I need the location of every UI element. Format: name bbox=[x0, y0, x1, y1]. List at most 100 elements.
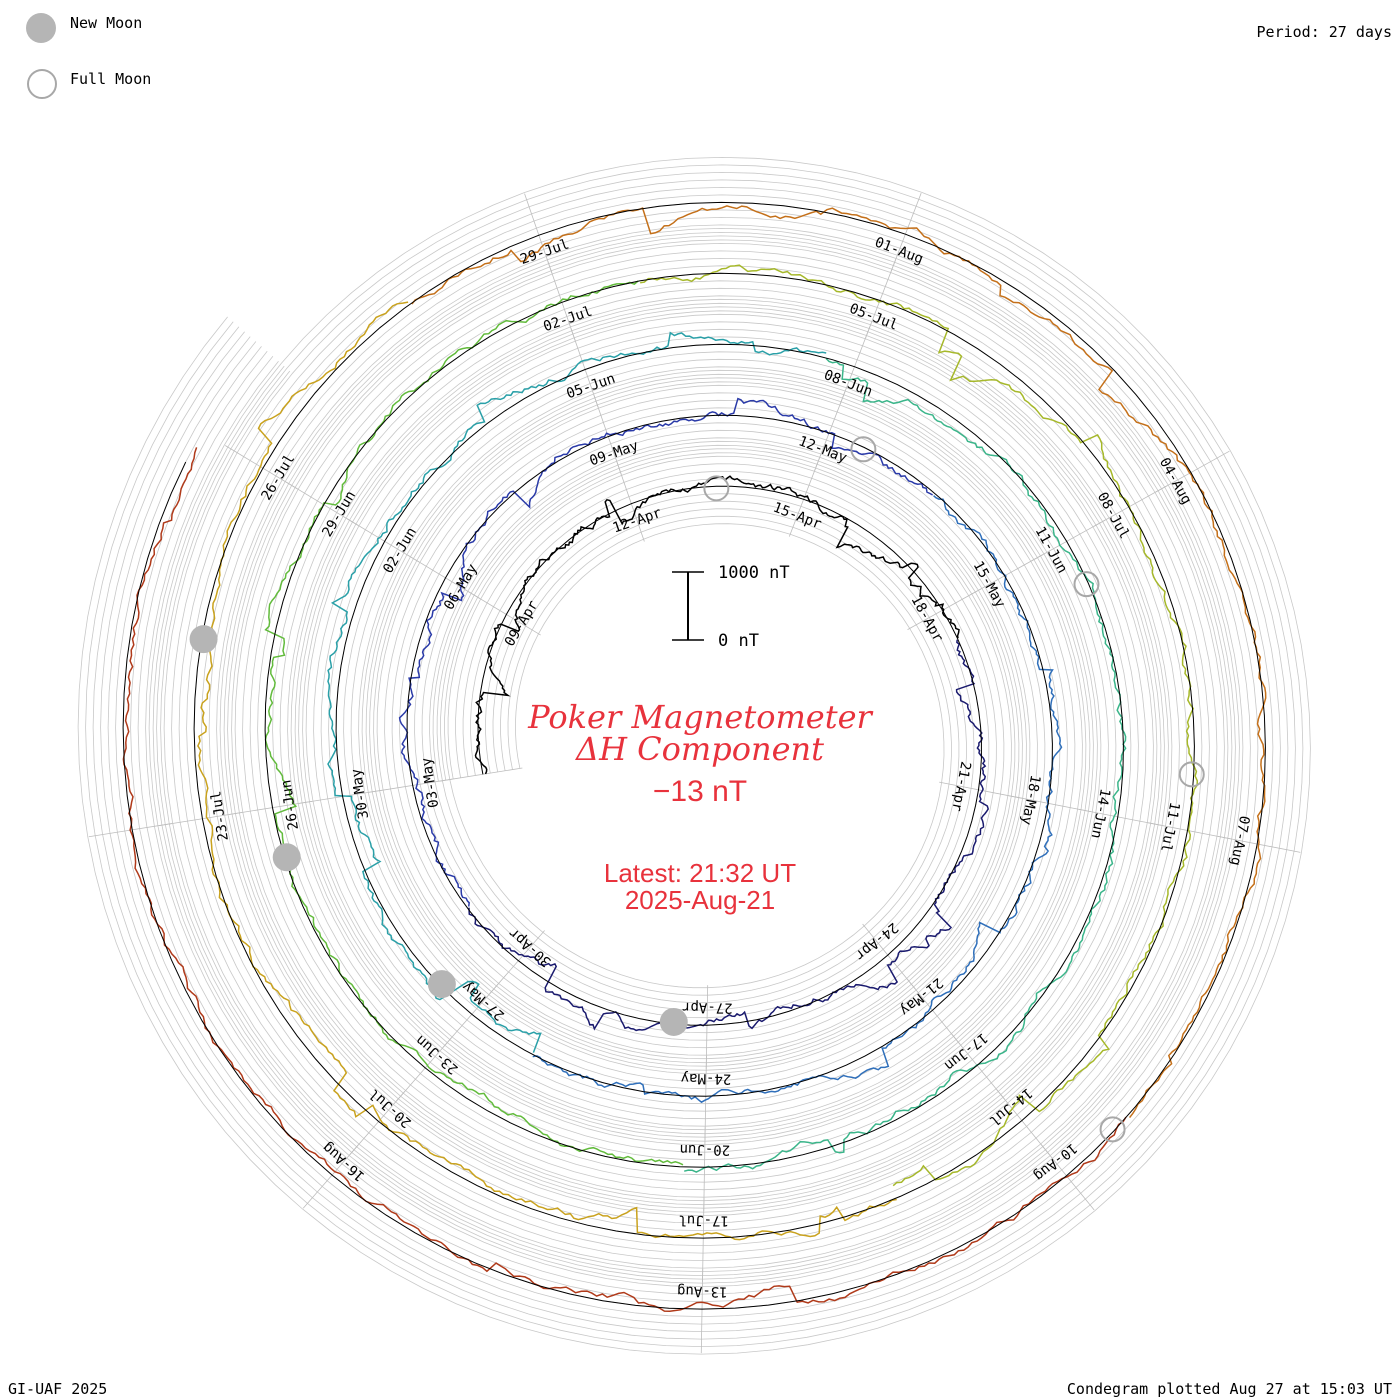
date-label: 15-Apr bbox=[771, 500, 824, 533]
grid-ring bbox=[107, 186, 1281, 1325]
full-moon-legend-label: Full Moon bbox=[70, 70, 152, 88]
new-moon-legend-icon bbox=[26, 13, 56, 43]
spoke bbox=[1008, 795, 1092, 813]
full-moon-marker bbox=[1099, 1116, 1126, 1143]
date-label: 30-May bbox=[348, 767, 372, 819]
chart-title: Poker Magnetometer bbox=[528, 698, 872, 736]
spoke bbox=[865, 259, 897, 338]
trace-segment bbox=[122, 447, 1127, 1312]
spoke bbox=[593, 394, 622, 475]
date-label: 23-Jul bbox=[208, 790, 232, 842]
grid-ring bbox=[92, 171, 1296, 1340]
spoke bbox=[890, 192, 922, 272]
spoke bbox=[489, 930, 545, 995]
trace-segment bbox=[411, 205, 1267, 1119]
date-label: 24-Apr bbox=[852, 919, 901, 963]
spoke bbox=[1041, 1144, 1095, 1211]
spoke bbox=[705, 985, 709, 1070]
spoke bbox=[346, 518, 420, 563]
trace-segment bbox=[532, 495, 1063, 1104]
date-label: 27-Apr bbox=[682, 999, 733, 1016]
current-value: −13 nT bbox=[652, 775, 748, 808]
date-label: 08-Jul bbox=[1094, 490, 1133, 542]
spoke bbox=[396, 1037, 452, 1102]
date-label: 04-Aug bbox=[1156, 455, 1195, 507]
new-moon-marker bbox=[189, 625, 218, 654]
spoke bbox=[1093, 485, 1168, 527]
trace-segment bbox=[264, 280, 684, 1166]
data-traces bbox=[122, 205, 1267, 1312]
spoke bbox=[468, 591, 541, 636]
spoke bbox=[285, 481, 359, 526]
spoke bbox=[939, 781, 1022, 799]
grid-ring bbox=[130, 209, 1259, 1303]
date-label: 13-Aug bbox=[677, 1283, 728, 1300]
baseline-spiral bbox=[122, 201, 1266, 1310]
latest-date: 2025-Aug-21 bbox=[624, 885, 776, 915]
spoke bbox=[996, 1089, 1050, 1156]
spoke bbox=[616, 461, 645, 542]
spoke bbox=[1078, 808, 1162, 826]
spoke bbox=[839, 325, 871, 405]
spoke bbox=[969, 554, 1044, 596]
trace-segment bbox=[468, 639, 990, 1032]
trace-segment bbox=[640, 264, 1199, 1187]
date-label: 14-Jun bbox=[1088, 787, 1113, 840]
spoke bbox=[906, 978, 961, 1045]
spoke bbox=[228, 800, 313, 815]
date-label: 08-Jun bbox=[822, 367, 875, 400]
grid-ring bbox=[85, 164, 1304, 1348]
grid-ring bbox=[137, 216, 1251, 1295]
scale-top-label: 1000 nT bbox=[718, 563, 790, 583]
spoke bbox=[439, 767, 523, 782]
grid-ring bbox=[100, 179, 1289, 1333]
moon-markers bbox=[189, 436, 1205, 1143]
grid-ring bbox=[160, 239, 1229, 1273]
grid-ring bbox=[77, 156, 1311, 1355]
spoke bbox=[704, 1056, 707, 1141]
spoke bbox=[442, 983, 499, 1048]
baseline bbox=[122, 201, 1266, 1310]
date-label: 17-Jul bbox=[678, 1212, 729, 1229]
grid-ring bbox=[152, 231, 1236, 1280]
date-label: 11-Jul bbox=[1157, 801, 1182, 854]
date-label: 20-Jun bbox=[679, 1141, 730, 1158]
spoke bbox=[369, 778, 453, 793]
spoke bbox=[814, 391, 846, 471]
period-label: Period: 27 days bbox=[1256, 23, 1392, 41]
full-moon-marker bbox=[850, 436, 877, 463]
spoke bbox=[1031, 519, 1106, 562]
date-label: 12-May bbox=[796, 433, 849, 466]
scale-bar bbox=[672, 571, 704, 641]
spoke bbox=[349, 1091, 406, 1155]
spoke bbox=[702, 1198, 705, 1283]
full-moon-marker bbox=[1178, 761, 1205, 788]
trace-segment bbox=[327, 331, 827, 1053]
date-label: 15-May bbox=[970, 559, 1009, 611]
new-moon-marker bbox=[659, 1007, 688, 1036]
trace-segment bbox=[197, 301, 897, 1241]
spoke bbox=[862, 923, 916, 990]
full-moon-legend-icon bbox=[27, 69, 57, 99]
date-label: 07-Aug bbox=[1227, 814, 1252, 867]
new-moon-marker bbox=[272, 843, 301, 872]
date-label: 26-Jun bbox=[278, 779, 302, 831]
spoke bbox=[703, 1127, 706, 1212]
trace-segment bbox=[398, 397, 933, 907]
latest-time: Latest: 21:32 UT bbox=[603, 858, 797, 888]
date-label: 18-May bbox=[1018, 773, 1043, 826]
date-label: 18-Apr bbox=[908, 593, 947, 645]
trace-segment bbox=[684, 357, 1127, 1173]
full-moon-marker bbox=[703, 475, 730, 502]
new-moon-marker bbox=[427, 970, 456, 999]
date-label: 24-May bbox=[681, 1070, 732, 1087]
spoke bbox=[302, 1144, 359, 1209]
spoke bbox=[700, 1269, 704, 1354]
scale-bottom-label: 0 nT bbox=[718, 631, 759, 651]
spoke bbox=[407, 554, 481, 599]
date-label: 03-May bbox=[419, 756, 443, 808]
spoke bbox=[570, 327, 599, 408]
chart-subtitle: ΔH Component bbox=[575, 730, 825, 768]
full-moon-marker bbox=[1073, 571, 1100, 598]
